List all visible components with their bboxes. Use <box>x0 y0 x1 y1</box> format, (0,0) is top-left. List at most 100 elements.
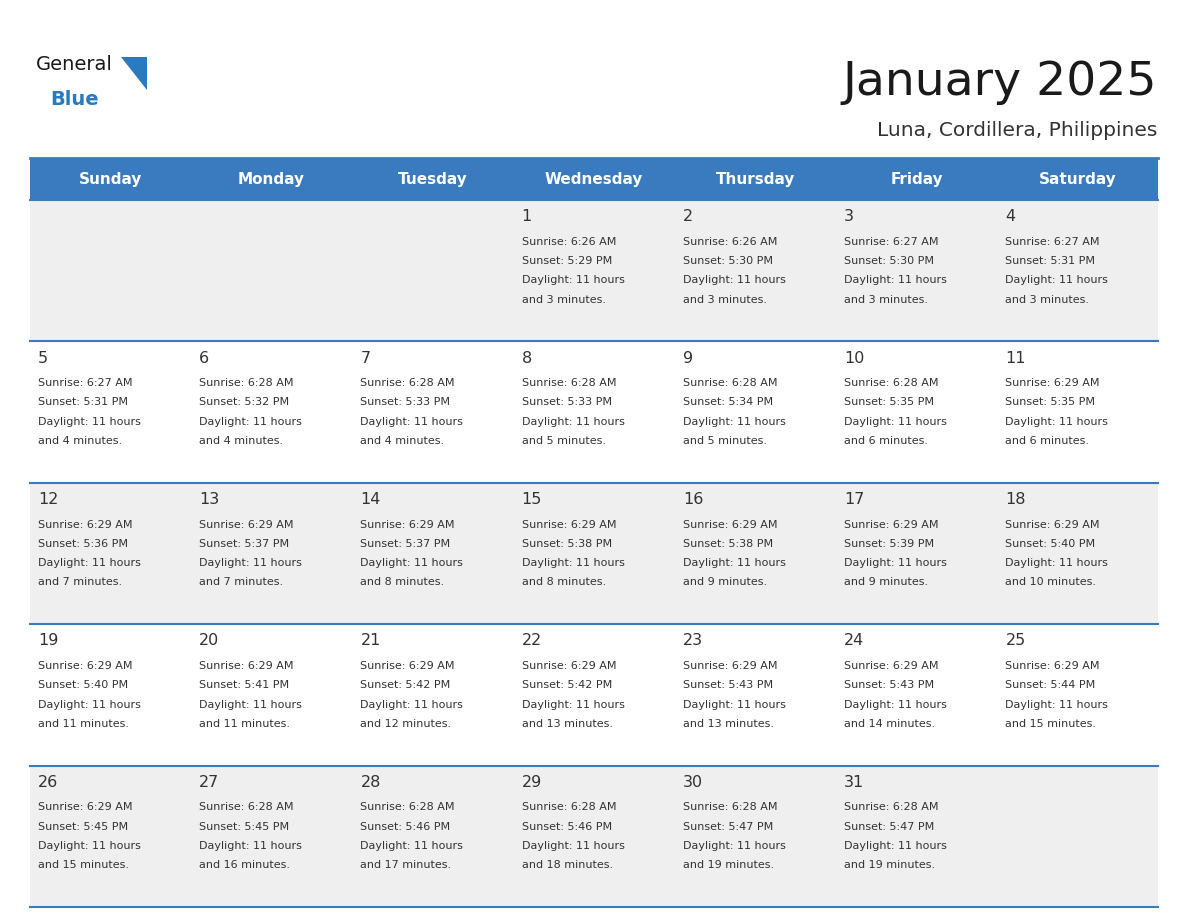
Text: Sunset: 5:32 PM: Sunset: 5:32 PM <box>200 397 290 408</box>
Text: and 9 minutes.: and 9 minutes. <box>683 577 767 588</box>
Text: and 16 minutes.: and 16 minutes. <box>200 860 290 870</box>
Text: Sunset: 5:42 PM: Sunset: 5:42 PM <box>522 680 612 690</box>
Text: 9: 9 <box>683 351 693 365</box>
Text: Sunset: 5:35 PM: Sunset: 5:35 PM <box>1005 397 1095 408</box>
Text: and 13 minutes.: and 13 minutes. <box>683 719 773 729</box>
Text: and 5 minutes.: and 5 minutes. <box>683 436 767 446</box>
Text: and 19 minutes.: and 19 minutes. <box>683 860 775 870</box>
Text: 24: 24 <box>845 633 865 648</box>
Text: Daylight: 11 hours: Daylight: 11 hours <box>1005 558 1108 568</box>
Text: Sunrise: 6:29 AM: Sunrise: 6:29 AM <box>200 661 293 671</box>
Text: Daylight: 11 hours: Daylight: 11 hours <box>522 700 625 710</box>
Text: Daylight: 11 hours: Daylight: 11 hours <box>683 417 785 427</box>
Text: 26: 26 <box>38 775 58 789</box>
Text: 18: 18 <box>1005 492 1026 507</box>
Text: and 17 minutes.: and 17 minutes. <box>360 860 451 870</box>
Text: 27: 27 <box>200 775 220 789</box>
Text: 5: 5 <box>38 351 49 365</box>
Text: Sunrise: 6:29 AM: Sunrise: 6:29 AM <box>1005 661 1100 671</box>
Text: Tuesday: Tuesday <box>398 172 468 186</box>
Text: Sunset: 5:35 PM: Sunset: 5:35 PM <box>845 397 934 408</box>
Text: 10: 10 <box>845 351 865 365</box>
Text: and 15 minutes.: and 15 minutes. <box>38 860 129 870</box>
Polygon shape <box>121 57 147 90</box>
Text: Sunrise: 6:28 AM: Sunrise: 6:28 AM <box>200 802 293 812</box>
Text: Sunset: 5:30 PM: Sunset: 5:30 PM <box>845 256 934 266</box>
Text: and 7 minutes.: and 7 minutes. <box>38 577 122 588</box>
Text: Sunrise: 6:29 AM: Sunrise: 6:29 AM <box>522 661 617 671</box>
Text: and 10 minutes.: and 10 minutes. <box>1005 577 1097 588</box>
Text: Sunset: 5:29 PM: Sunset: 5:29 PM <box>522 256 612 266</box>
Text: and 8 minutes.: and 8 minutes. <box>360 577 444 588</box>
Text: and 12 minutes.: and 12 minutes. <box>360 719 451 729</box>
Text: Sunset: 5:46 PM: Sunset: 5:46 PM <box>522 822 612 832</box>
Text: Sunrise: 6:28 AM: Sunrise: 6:28 AM <box>683 802 777 812</box>
Text: and 14 minutes.: and 14 minutes. <box>845 719 935 729</box>
Text: and 4 minutes.: and 4 minutes. <box>38 436 122 446</box>
Text: Daylight: 11 hours: Daylight: 11 hours <box>683 558 785 568</box>
Text: and 11 minutes.: and 11 minutes. <box>200 719 290 729</box>
Text: 19: 19 <box>38 633 58 648</box>
Text: and 5 minutes.: and 5 minutes. <box>522 436 606 446</box>
Text: Sunrise: 6:28 AM: Sunrise: 6:28 AM <box>845 378 939 388</box>
Text: 8: 8 <box>522 351 532 365</box>
Text: Sunrise: 6:26 AM: Sunrise: 6:26 AM <box>683 237 777 247</box>
Text: Sunset: 5:47 PM: Sunset: 5:47 PM <box>845 822 935 832</box>
Text: Sunset: 5:42 PM: Sunset: 5:42 PM <box>360 680 450 690</box>
Text: Daylight: 11 hours: Daylight: 11 hours <box>845 558 947 568</box>
Text: Sunrise: 6:28 AM: Sunrise: 6:28 AM <box>522 378 617 388</box>
Text: Daylight: 11 hours: Daylight: 11 hours <box>683 841 785 851</box>
Text: Sunset: 5:41 PM: Sunset: 5:41 PM <box>200 680 290 690</box>
Text: Sunset: 5:43 PM: Sunset: 5:43 PM <box>683 680 773 690</box>
Text: Sunset: 5:38 PM: Sunset: 5:38 PM <box>683 539 773 549</box>
Text: Daylight: 11 hours: Daylight: 11 hours <box>1005 700 1108 710</box>
Text: Daylight: 11 hours: Daylight: 11 hours <box>38 841 141 851</box>
Text: 25: 25 <box>1005 633 1025 648</box>
Text: Sunset: 5:31 PM: Sunset: 5:31 PM <box>38 397 128 408</box>
Text: Wednesday: Wednesday <box>545 172 643 186</box>
Text: January 2025: January 2025 <box>842 60 1157 105</box>
Text: 3: 3 <box>845 209 854 224</box>
Text: Daylight: 11 hours: Daylight: 11 hours <box>1005 417 1108 427</box>
Text: Sunrise: 6:29 AM: Sunrise: 6:29 AM <box>360 661 455 671</box>
Text: Sunrise: 6:27 AM: Sunrise: 6:27 AM <box>38 378 133 388</box>
Text: Sunset: 5:46 PM: Sunset: 5:46 PM <box>360 822 450 832</box>
Text: 22: 22 <box>522 633 542 648</box>
Text: Thursday: Thursday <box>715 172 795 186</box>
Text: Sunrise: 6:29 AM: Sunrise: 6:29 AM <box>522 520 617 530</box>
Text: Daylight: 11 hours: Daylight: 11 hours <box>200 841 302 851</box>
Text: Sunset: 5:45 PM: Sunset: 5:45 PM <box>38 822 128 832</box>
Text: 30: 30 <box>683 775 703 789</box>
Text: Sunset: 5:43 PM: Sunset: 5:43 PM <box>845 680 934 690</box>
Text: Sunset: 5:33 PM: Sunset: 5:33 PM <box>360 397 450 408</box>
Text: Daylight: 11 hours: Daylight: 11 hours <box>845 417 947 427</box>
Text: Daylight: 11 hours: Daylight: 11 hours <box>200 700 302 710</box>
Text: Sunset: 5:37 PM: Sunset: 5:37 PM <box>200 539 290 549</box>
Text: Daylight: 11 hours: Daylight: 11 hours <box>360 841 463 851</box>
Text: Sunrise: 6:29 AM: Sunrise: 6:29 AM <box>1005 378 1100 388</box>
Text: Sunrise: 6:29 AM: Sunrise: 6:29 AM <box>683 520 777 530</box>
Text: and 8 minutes.: and 8 minutes. <box>522 577 606 588</box>
Text: Sunrise: 6:29 AM: Sunrise: 6:29 AM <box>38 802 133 812</box>
Text: Luna, Cordillera, Philippines: Luna, Cordillera, Philippines <box>877 121 1157 140</box>
Text: 7: 7 <box>360 351 371 365</box>
Text: Sunrise: 6:29 AM: Sunrise: 6:29 AM <box>360 520 455 530</box>
Text: Sunset: 5:40 PM: Sunset: 5:40 PM <box>1005 539 1095 549</box>
Text: 23: 23 <box>683 633 703 648</box>
Text: Sunrise: 6:28 AM: Sunrise: 6:28 AM <box>522 802 617 812</box>
Text: Sunset: 5:45 PM: Sunset: 5:45 PM <box>200 822 290 832</box>
Text: Friday: Friday <box>890 172 943 186</box>
Text: Daylight: 11 hours: Daylight: 11 hours <box>38 558 141 568</box>
Text: Sunset: 5:40 PM: Sunset: 5:40 PM <box>38 680 128 690</box>
Text: General: General <box>36 55 113 74</box>
Text: Sunrise: 6:26 AM: Sunrise: 6:26 AM <box>522 237 617 247</box>
Text: Sunrise: 6:29 AM: Sunrise: 6:29 AM <box>200 520 293 530</box>
Text: Sunday: Sunday <box>78 172 143 186</box>
Text: 21: 21 <box>360 633 381 648</box>
Text: Daylight: 11 hours: Daylight: 11 hours <box>38 417 141 427</box>
Text: Sunset: 5:33 PM: Sunset: 5:33 PM <box>522 397 612 408</box>
Text: Daylight: 11 hours: Daylight: 11 hours <box>845 275 947 285</box>
Text: and 13 minutes.: and 13 minutes. <box>522 719 613 729</box>
Text: Sunrise: 6:28 AM: Sunrise: 6:28 AM <box>845 802 939 812</box>
Text: Daylight: 11 hours: Daylight: 11 hours <box>522 841 625 851</box>
